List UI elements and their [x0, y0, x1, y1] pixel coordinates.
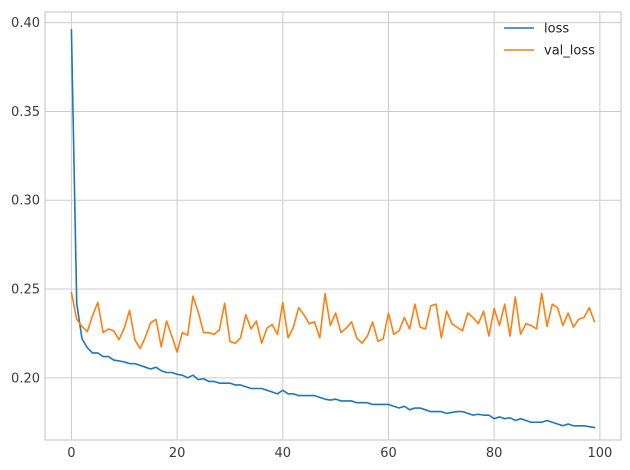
- series-lines: [70, 28, 596, 429]
- series-line-val-loss: [70, 291, 596, 353]
- x-tick-label: 80: [486, 446, 503, 461]
- plot-frame: [44, 11, 622, 441]
- y-tick-label: 0.40: [11, 16, 40, 31]
- x-tick-label: 20: [169, 446, 186, 461]
- tick-labels: 0 20 40 60 80 100 0.20 0.25 0.30 0.35 0.40: [11, 16, 612, 461]
- legend: loss val_loss: [504, 22, 595, 59]
- y-tick-label: 0.30: [11, 194, 40, 209]
- plot-background: [45, 12, 621, 440]
- y-tick-label: 0.20: [11, 371, 40, 386]
- legend-label: loss: [544, 22, 569, 37]
- y-tick-label: 0.25: [11, 283, 40, 298]
- legend-label: val_loss: [544, 44, 595, 59]
- series-line-loss: [70, 28, 596, 429]
- x-tick-label: 100: [587, 446, 612, 461]
- x-tick-label: 0: [67, 446, 75, 461]
- x-tick-label: 60: [380, 446, 397, 461]
- x-tick-label: 40: [275, 446, 292, 461]
- y-tick-label: 0.35: [11, 105, 40, 120]
- grid-lines: [45, 12, 621, 440]
